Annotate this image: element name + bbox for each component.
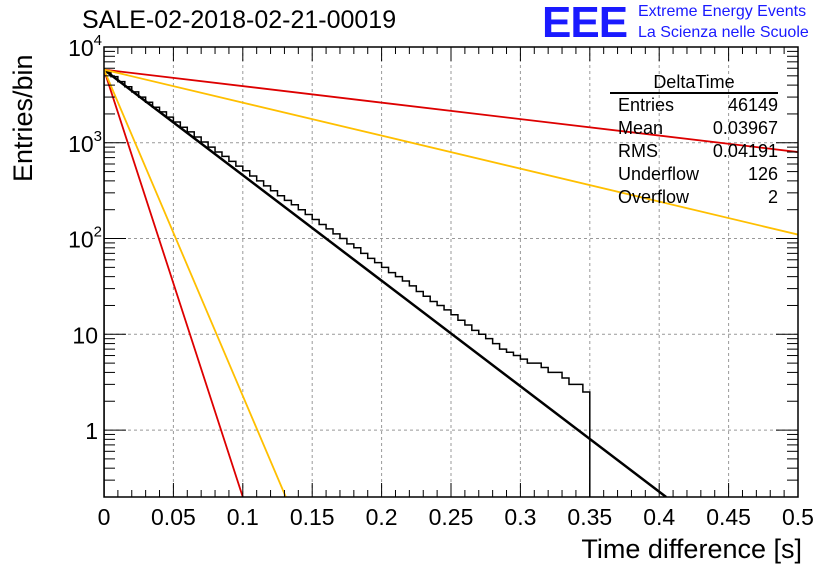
y-tick-label: 102: [68, 224, 102, 253]
stats-row-entries: Entries 46149: [618, 95, 778, 115]
x-tick-label: 0.45: [706, 504, 751, 530]
x-axis-label: Time difference [s]: [581, 534, 802, 564]
y-tick-label: 104: [68, 32, 102, 61]
x-tick-label: 0.15: [290, 504, 335, 530]
y-tick-label: 1: [85, 418, 98, 444]
logo-line-2: La Scienza nelle Scuole: [638, 24, 809, 41]
x-tick-label: 0.4: [643, 504, 675, 530]
fit-line-3: [104, 68, 798, 153]
fit-line-4: [104, 68, 798, 236]
stats-box: DeltaTime Entries 46149 Mean 0.03967 RMS 0.…: [610, 72, 778, 209]
stats-row-mean: Mean 0.03967: [618, 118, 778, 138]
eee-logo: EEE: [542, 0, 628, 47]
x-tick-label: 0.5: [782, 504, 814, 530]
x-tick-label: 0: [98, 504, 111, 530]
stats-box-title: DeltaTime: [610, 72, 778, 94]
y-tick-label: 103: [68, 128, 102, 157]
histogram-steps: [104, 71, 591, 497]
x-tick-label: 0.1: [227, 504, 259, 530]
stats-row-overflow: Overflow 2: [618, 187, 778, 207]
y-tick-label: 10: [72, 322, 98, 348]
fit-line-0: [104, 68, 667, 497]
stats-row-underflow: Underflow 126: [618, 164, 778, 184]
fit-line-2: [104, 69, 287, 497]
x-tick-label: 0.3: [504, 504, 536, 530]
stats-row-rms: RMS 0.04191: [618, 141, 778, 161]
fit-line-1: [104, 69, 244, 497]
y-axis-label: Entries/bin: [8, 54, 38, 182]
chart-title: SALE-02-2018-02-21-00019: [82, 6, 397, 34]
x-tick-label: 0.2: [366, 504, 398, 530]
logo-line-1: Extreme Energy Events: [638, 3, 807, 20]
x-tick-label: 0.05: [151, 504, 196, 530]
x-tick-label: 0.35: [567, 504, 612, 530]
x-tick-label: 0.25: [429, 504, 474, 530]
